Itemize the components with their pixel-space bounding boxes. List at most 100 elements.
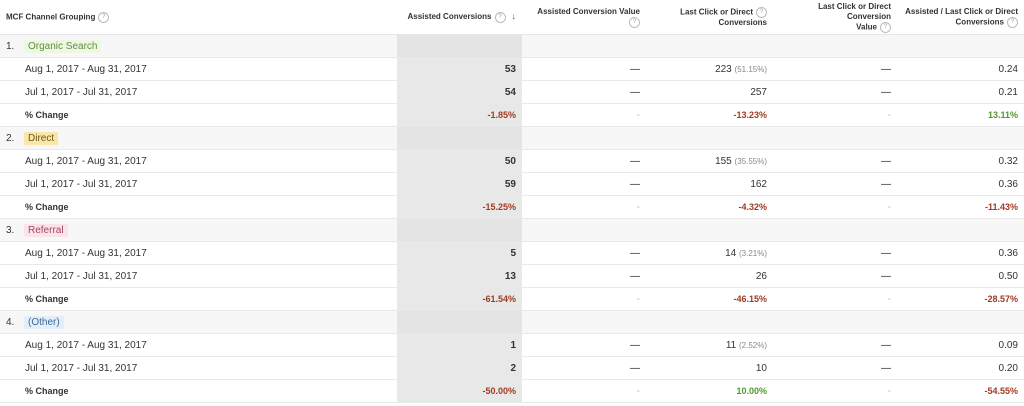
table-row: Aug 1, 2017 - Aug 31, 2017 50 — 155 (35.… bbox=[0, 149, 1024, 173]
ratio-change-cell: -11.43% bbox=[897, 195, 1024, 219]
last-click-value-cell: — bbox=[773, 57, 897, 81]
assisted-change-cell: -50.00% bbox=[397, 379, 522, 403]
table-row: Jul 1, 2017 - Jul 31, 2017 2 — 10 — 0.20 bbox=[0, 356, 1024, 380]
help-icon[interactable]: ? bbox=[1007, 16, 1018, 28]
percent-change-label: % Change bbox=[0, 287, 397, 311]
channel-label-referral[interactable]: Referral bbox=[24, 223, 68, 237]
assisted-value-change-cell: - bbox=[522, 195, 646, 219]
last-click-percent: (51.15%) bbox=[734, 64, 767, 74]
assisted-change-cell: -1.85% bbox=[397, 103, 522, 127]
percent-change-label: % Change bbox=[0, 103, 397, 127]
last-click-value: 26 bbox=[755, 270, 767, 282]
channel-group-row: 4. (Other) bbox=[0, 310, 1024, 334]
last-click-change-cell: 10.00% bbox=[646, 379, 773, 403]
column-header-grouping-label: MCF Channel Grouping bbox=[6, 12, 96, 22]
table-body: 1. Organic Search Aug 1, 2017 - Aug 31, 2… bbox=[0, 34, 1024, 403]
last-click-cell: 257 bbox=[646, 80, 773, 104]
assisted-value-cell: — bbox=[522, 241, 646, 265]
column-header-ratio-line1: Assisted / Last Click or Direct bbox=[905, 6, 1018, 16]
last-click-cell: 223 (51.15%) bbox=[646, 57, 773, 81]
assisted-conversions-cell: 2 bbox=[397, 356, 522, 380]
column-header-assisted-conversion-value[interactable]: Assisted Conversion Value? bbox=[522, 0, 646, 35]
last-click-cell: 26 bbox=[646, 264, 773, 288]
assisted-value-change-cell: - bbox=[522, 379, 646, 403]
help-icon[interactable]: ? bbox=[756, 6, 767, 18]
last-click-value: 223 bbox=[715, 63, 732, 75]
channel-group-row: 2. Direct bbox=[0, 126, 1024, 150]
last-click-value: 14 bbox=[725, 247, 737, 259]
channel-label-organic-search[interactable]: Organic Search bbox=[24, 39, 102, 53]
assisted-value-cell: — bbox=[522, 264, 646, 288]
column-header-assisted-last-click-ratio[interactable]: Assisted / Last Click or Direct Conversio… bbox=[897, 0, 1024, 35]
column-header-ratio-line2: Conversions bbox=[955, 17, 1004, 27]
table-row: Aug 1, 2017 - Aug 31, 2017 1 — 11 (2.52%… bbox=[0, 333, 1024, 357]
date-range-label: Aug 1, 2017 - Aug 31, 2017 bbox=[0, 333, 397, 357]
help-icon[interactable]: ? bbox=[880, 21, 891, 33]
percent-change-row: % Change -61.54% - -46.15% - -28.57% bbox=[0, 287, 1024, 311]
last-click-value-cell: — bbox=[773, 264, 897, 288]
column-header-last-click-conversions-line2: Conversions bbox=[718, 17, 767, 27]
channel-label-direct[interactable]: Direct bbox=[24, 131, 59, 145]
last-click-cell: 14 (3.21%) bbox=[646, 241, 773, 265]
sort-descending-icon[interactable]: ↓ bbox=[511, 11, 517, 22]
last-click-value: 155 bbox=[715, 155, 732, 167]
last-click-percent: (35.55%) bbox=[734, 156, 767, 166]
date-range-label: Aug 1, 2017 - Aug 31, 2017 bbox=[0, 57, 397, 81]
row-index: 4. bbox=[6, 316, 15, 328]
help-icon[interactable]: ? bbox=[98, 11, 110, 23]
channel-group-row: 3. Referral bbox=[0, 218, 1024, 242]
channel-group-row: 1. Organic Search bbox=[0, 34, 1024, 58]
ratio-cell: 0.24 bbox=[897, 57, 1024, 81]
column-header-assisted-conversions-label: Assisted Conversions bbox=[407, 12, 492, 22]
assisted-value-cell: — bbox=[522, 149, 646, 173]
help-icon[interactable]: ? bbox=[494, 11, 506, 23]
percent-change-label: % Change bbox=[0, 195, 397, 219]
ratio-cell: 0.50 bbox=[897, 264, 1024, 288]
row-index: 3. bbox=[6, 224, 15, 236]
column-header-last-click-value[interactable]: Last Click or Direct Conversion Value? bbox=[773, 0, 897, 35]
ratio-cell: 0.36 bbox=[897, 241, 1024, 265]
row-index: 2. bbox=[6, 132, 15, 144]
assisted-value-cell: — bbox=[522, 356, 646, 380]
last-click-percent: (3.21%) bbox=[738, 248, 767, 258]
last-click-value: 257 bbox=[750, 86, 767, 98]
last-click-value-change-cell: - bbox=[773, 379, 897, 403]
help-icon[interactable]: ? bbox=[629, 16, 640, 28]
last-click-percent: (2.52%) bbox=[738, 340, 767, 350]
percent-change-row: % Change -1.85% - -13.23% - 13.11% bbox=[0, 103, 1024, 127]
table-row: Jul 1, 2017 - Jul 31, 2017 59 — 162 — 0.… bbox=[0, 172, 1024, 196]
column-header-assisted-conversions[interactable]: Assisted Conversions? ↓ bbox=[397, 0, 522, 35]
column-header-last-click-conversions[interactable]: Last Click or Direct? Conversions bbox=[646, 0, 773, 35]
last-click-value: 162 bbox=[750, 178, 767, 190]
ratio-change-cell: 13.11% bbox=[897, 103, 1024, 127]
percent-change-label: % Change bbox=[0, 379, 397, 403]
table-row: Aug 1, 2017 - Aug 31, 2017 53 — 223 (51.… bbox=[0, 57, 1024, 81]
assisted-conversions-cell: 13 bbox=[397, 264, 522, 288]
last-click-value-cell: — bbox=[773, 356, 897, 380]
assisted-conversions-cell: 54 bbox=[397, 80, 522, 104]
last-click-change-cell: -4.32% bbox=[646, 195, 773, 219]
column-header-assisted-conversion-value-label: Assisted Conversion Value bbox=[537, 6, 640, 16]
date-range-label: Jul 1, 2017 - Jul 31, 2017 bbox=[0, 264, 397, 288]
last-click-value-change-cell: - bbox=[773, 195, 897, 219]
row-index: 1. bbox=[6, 40, 15, 52]
last-click-value-cell: — bbox=[773, 241, 897, 265]
column-header-last-click-value-line1: Last Click or Direct Conversion bbox=[818, 1, 891, 21]
date-range-label: Jul 1, 2017 - Jul 31, 2017 bbox=[0, 356, 397, 380]
last-click-value-change-cell: - bbox=[773, 287, 897, 311]
table-row: Aug 1, 2017 - Aug 31, 2017 5 — 14 (3.21%… bbox=[0, 241, 1024, 265]
ratio-change-cell: -28.57% bbox=[897, 287, 1024, 311]
channel-group-cell: 2. Direct bbox=[0, 126, 397, 150]
ratio-change-cell: -54.55% bbox=[897, 379, 1024, 403]
column-header-grouping[interactable]: MCF Channel Grouping? bbox=[0, 0, 397, 35]
last-click-value-cell: — bbox=[773, 80, 897, 104]
last-click-value-cell: — bbox=[773, 149, 897, 173]
last-click-value-change-cell: - bbox=[773, 103, 897, 127]
assisted-conversions-cell: 50 bbox=[397, 149, 522, 173]
assisted-value-cell: — bbox=[522, 57, 646, 81]
channel-group-cell: 3. Referral bbox=[0, 218, 397, 242]
ratio-cell: 0.09 bbox=[897, 333, 1024, 357]
channel-label-other[interactable]: (Other) bbox=[24, 315, 64, 329]
assisted-value-cell: — bbox=[522, 333, 646, 357]
